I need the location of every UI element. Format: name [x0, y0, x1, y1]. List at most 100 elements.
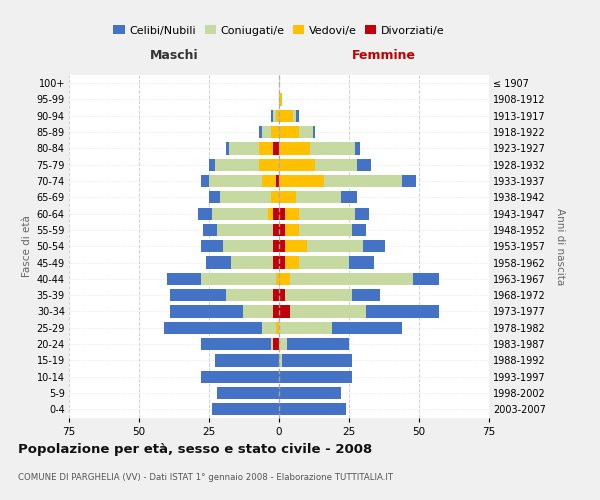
Bar: [279, 403, 346, 415]
Bar: [279, 256, 284, 268]
Bar: [209, 175, 262, 187]
Bar: [284, 240, 307, 252]
Bar: [274, 224, 279, 236]
Bar: [276, 110, 279, 122]
Bar: [262, 175, 276, 187]
Bar: [296, 110, 299, 122]
Bar: [206, 256, 232, 268]
Bar: [259, 158, 279, 171]
Bar: [271, 126, 279, 138]
Text: Femmine: Femmine: [352, 49, 416, 62]
Bar: [164, 322, 262, 334]
Bar: [279, 338, 287, 350]
Bar: [274, 289, 279, 302]
Bar: [271, 338, 274, 350]
Text: COMUNE DI PARGHELIA (VV) - Dati ISTAT 1° gennaio 2008 - Elaborazione TUTTITALIA.: COMUNE DI PARGHELIA (VV) - Dati ISTAT 1°…: [18, 472, 393, 482]
Bar: [290, 273, 413, 285]
Bar: [279, 175, 324, 187]
Bar: [200, 175, 209, 187]
Bar: [276, 175, 279, 187]
Bar: [358, 158, 371, 171]
Bar: [274, 240, 279, 252]
Bar: [217, 224, 274, 236]
Bar: [209, 191, 220, 203]
Bar: [274, 306, 279, 318]
Bar: [200, 338, 271, 350]
Bar: [307, 240, 363, 252]
Y-axis label: Fasce di età: Fasce di età: [22, 216, 32, 277]
Bar: [200, 273, 276, 285]
Bar: [282, 354, 352, 366]
Bar: [279, 158, 316, 171]
Bar: [212, 403, 279, 415]
Bar: [259, 126, 262, 138]
Bar: [274, 256, 279, 268]
Bar: [232, 256, 274, 268]
Bar: [271, 191, 279, 203]
Y-axis label: Anni di nascita: Anni di nascita: [556, 208, 565, 285]
Bar: [310, 142, 355, 154]
Bar: [284, 208, 299, 220]
Text: Popolazione per età, sesso e stato civile - 2008: Popolazione per età, sesso e stato civil…: [18, 442, 372, 456]
Bar: [284, 289, 352, 302]
Bar: [352, 224, 366, 236]
Bar: [279, 110, 293, 122]
Bar: [299, 208, 355, 220]
Bar: [296, 191, 341, 203]
Bar: [279, 289, 284, 302]
Bar: [279, 306, 290, 318]
Bar: [279, 142, 310, 154]
Bar: [259, 142, 274, 154]
Bar: [215, 354, 279, 366]
Bar: [279, 370, 352, 383]
Bar: [316, 158, 358, 171]
Bar: [279, 387, 341, 399]
Bar: [324, 175, 402, 187]
Bar: [274, 110, 276, 122]
Bar: [170, 289, 226, 302]
Bar: [279, 208, 284, 220]
Bar: [276, 273, 279, 285]
Bar: [167, 273, 200, 285]
Bar: [279, 224, 284, 236]
Bar: [279, 126, 299, 138]
Bar: [279, 273, 290, 285]
Bar: [217, 387, 279, 399]
Text: Maschi: Maschi: [149, 49, 199, 62]
Bar: [287, 338, 349, 350]
Legend: Celibi/Nubili, Coniugati/e, Vedovi/e, Divorziati/e: Celibi/Nubili, Coniugati/e, Vedovi/e, Di…: [109, 20, 449, 40]
Bar: [274, 208, 279, 220]
Bar: [341, 191, 358, 203]
Bar: [200, 240, 223, 252]
Bar: [284, 224, 299, 236]
Bar: [279, 240, 284, 252]
Bar: [290, 306, 366, 318]
Bar: [276, 322, 279, 334]
Bar: [279, 191, 296, 203]
Bar: [284, 256, 299, 268]
Bar: [413, 273, 439, 285]
Bar: [332, 322, 402, 334]
Bar: [223, 240, 274, 252]
Bar: [355, 142, 360, 154]
Bar: [271, 110, 274, 122]
Bar: [203, 224, 217, 236]
Bar: [212, 208, 268, 220]
Bar: [299, 224, 352, 236]
Bar: [313, 126, 316, 138]
Bar: [293, 110, 296, 122]
Bar: [363, 240, 385, 252]
Bar: [279, 354, 282, 366]
Bar: [242, 306, 274, 318]
Bar: [209, 158, 215, 171]
Bar: [299, 126, 313, 138]
Bar: [198, 208, 212, 220]
Bar: [268, 208, 274, 220]
Bar: [349, 256, 374, 268]
Bar: [366, 306, 439, 318]
Bar: [170, 306, 242, 318]
Bar: [279, 94, 282, 106]
Bar: [355, 208, 368, 220]
Bar: [402, 175, 416, 187]
Bar: [226, 289, 274, 302]
